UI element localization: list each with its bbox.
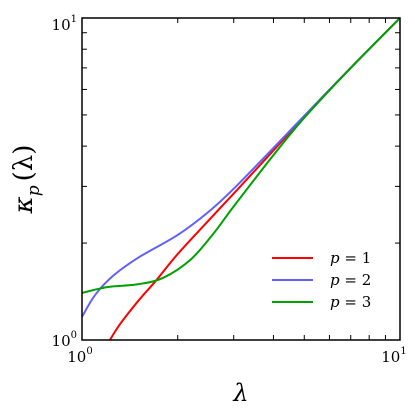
legend-label-p1: p = 1 (330, 249, 371, 267)
axis-ticks (81, 17, 401, 341)
tick-labels: 100 101 100 101 (52, 14, 407, 366)
y-tick-label-2: 101 (52, 14, 77, 34)
legend-label-p2: p = 2 (330, 271, 371, 289)
y-axis-label-main: κ (9, 196, 39, 214)
legend-label-p3: p = 3 (330, 293, 371, 311)
legend: p = 1 p = 2 p = 3 (272, 249, 371, 311)
y-tick-label-1: 100 (52, 330, 77, 350)
y-axis-label: κp (λ) (9, 145, 44, 215)
x-tick-label-1: 100 (67, 346, 92, 366)
x-tick-label-2: 101 (381, 346, 406, 366)
y-axis-label-sub: p (24, 185, 44, 196)
x-axis-label: λ (232, 379, 248, 407)
plot-lines (82, 18, 400, 340)
y-axis-label-suffix: (λ) (9, 145, 39, 182)
plot-frame (81, 17, 401, 341)
series-line-p3 (82, 18, 400, 294)
